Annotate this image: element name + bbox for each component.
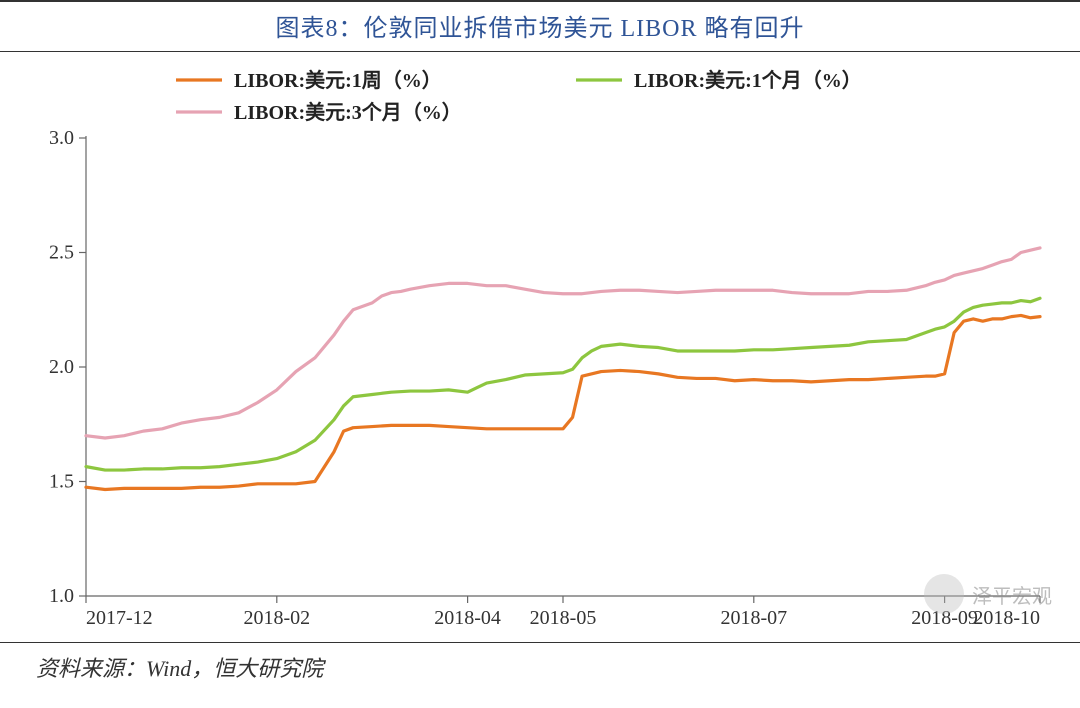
svg-text:2018-04: 2018-04: [434, 607, 501, 629]
svg-text:1.5: 1.5: [49, 471, 74, 493]
chart-source: 资料来源：Wind，恒大研究院: [0, 642, 1080, 683]
watermark-avatar-icon: [924, 574, 964, 614]
chart-area: 1.0 1.5 2.0 2.5 3.0 2017-12 2018-02 2018-04 2018…: [0, 52, 1080, 642]
svg-text:2018-05: 2018-05: [530, 607, 597, 629]
line-chart-svg: 1.0 1.5 2.0 2.5 3.0 2017-12 2018-02 2018-04 2018…: [0, 52, 1080, 642]
watermark-text: 泽平宏观: [972, 580, 1052, 609]
svg-text:LIBOR:美元:3个月（%）: LIBOR:美元:3个月（%）: [234, 100, 462, 124]
svg-text:LIBOR:美元:1周（%）: LIBOR:美元:1周（%）: [234, 68, 442, 92]
svg-text:2018-07: 2018-07: [720, 607, 787, 629]
svg-text:1.0: 1.0: [49, 585, 74, 607]
svg-text:2018-02: 2018-02: [243, 607, 310, 629]
watermark: 泽平宏观: [924, 574, 1052, 614]
chart-title-bar: 图表8：伦敦同业拆借市场美元 LIBOR 略有回升: [0, 0, 1080, 52]
chart-title: 图表8：伦敦同业拆借市场美元 LIBOR 略有回升: [276, 16, 805, 42]
svg-text:2.5: 2.5: [49, 242, 74, 264]
svg-text:3.0: 3.0: [49, 127, 74, 149]
svg-text:2017-12: 2017-12: [86, 607, 153, 629]
svg-text:2.0: 2.0: [49, 356, 74, 378]
svg-text:LIBOR:美元:1个月（%）: LIBOR:美元:1个月（%）: [634, 68, 862, 92]
